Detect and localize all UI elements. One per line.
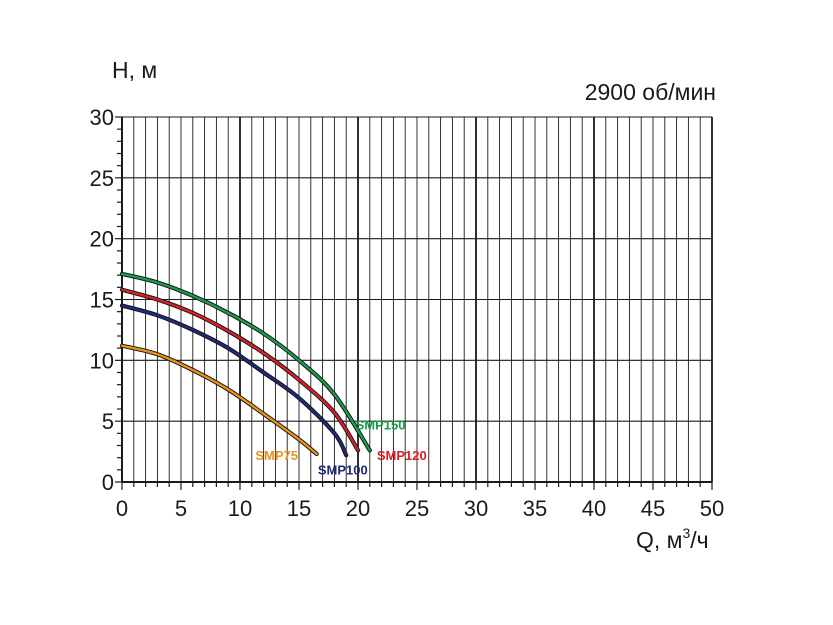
curve-smp150 [120, 272, 371, 452]
y-tick-label: 5 [102, 409, 114, 434]
curve-smp120 [120, 288, 360, 452]
x-tick-label: 25 [405, 496, 429, 521]
x-tick-label: 0 [116, 496, 128, 521]
series-labels: SMP75 SMP100 SMP120 SMP150 [255, 418, 426, 478]
series-label-smp150: SMP150 [356, 418, 406, 433]
y-tick-label: 20 [90, 227, 114, 252]
x-axis-title: Q, м3/ч [636, 525, 709, 553]
series-label-smp120: SMP120 [377, 448, 427, 463]
x-tick-label: 10 [228, 496, 252, 521]
x-tick-label: 15 [287, 496, 311, 521]
curve-smp100 [120, 304, 348, 457]
series-label-smp100: SMP100 [318, 463, 368, 478]
series-label-smp75: SMP75 [255, 448, 298, 463]
x-tick-label: 35 [523, 496, 547, 521]
chart-grid [121, 116, 713, 483]
x-axis-ticks: 0 5 10 15 20 25 30 35 40 45 50 [116, 482, 724, 521]
y-tick-label: 10 [90, 348, 114, 373]
curve-smp75 [120, 344, 318, 456]
y-tick-label: 15 [90, 288, 114, 313]
x-axis-title-main: Q, м [636, 527, 682, 553]
speed-annotation: 2900 об/мин [585, 79, 716, 105]
x-axis-title-tail: /ч [690, 527, 708, 553]
y-axis-ticks: 0 5 10 15 20 25 30 [90, 105, 122, 495]
x-tick-label: 5 [175, 496, 187, 521]
x-tick-label: 30 [464, 496, 488, 521]
curve-outline-smp100 [119, 303, 349, 458]
x-axis-title-sup: 3 [682, 525, 690, 541]
x-tick-label: 40 [582, 496, 606, 521]
y-tick-label: 25 [90, 166, 114, 191]
y-axis-title: H, м [112, 57, 157, 83]
y-tick-label: 30 [90, 105, 114, 130]
y-tick-label: 0 [102, 470, 114, 495]
x-tick-label: 45 [641, 496, 665, 521]
x-tick-label: 50 [700, 496, 724, 521]
pump-curves [119, 271, 372, 458]
x-tick-label: 20 [346, 496, 370, 521]
